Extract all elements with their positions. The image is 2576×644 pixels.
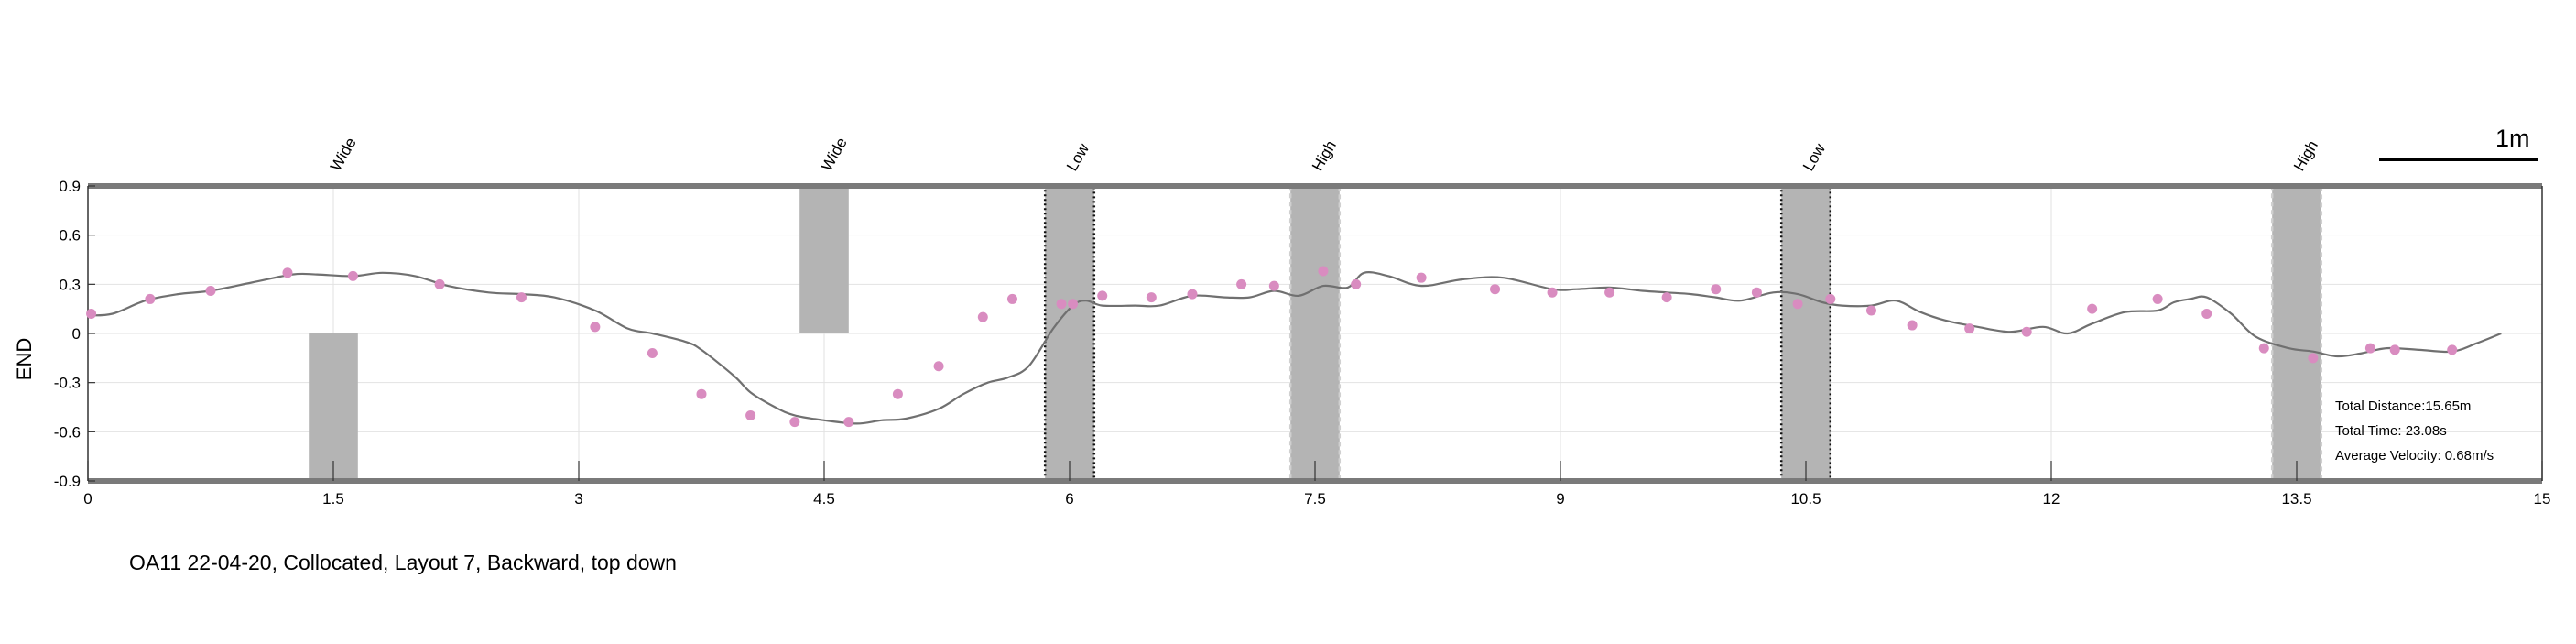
x-tick-label-7: 10.5 <box>1790 490 1821 508</box>
marker-point-25 <box>1351 278 1362 289</box>
marker-point-27 <box>1490 284 1501 295</box>
stat-total-distance: Total Distance:15.65m <box>2335 398 2471 414</box>
marker-point-20 <box>1146 292 1157 303</box>
marker-point-9 <box>696 388 707 399</box>
marker-point-30 <box>1661 292 1672 303</box>
marker-point-28 <box>1547 287 1558 298</box>
marker-point-23 <box>1268 280 1279 291</box>
region-label-3: High <box>1309 137 1340 174</box>
marker-point-38 <box>2021 326 2032 337</box>
x-tick-label-8: 12 <box>2043 490 2060 508</box>
region-2 <box>1043 184 1096 483</box>
stat-total-time: Total Time: 23.08s <box>2335 423 2447 439</box>
y-tick-label-4: 0.3 <box>59 276 81 293</box>
marker-point-0 <box>86 309 97 320</box>
region-label-4: Low <box>1799 140 1829 174</box>
marker-point-2 <box>205 285 216 296</box>
scale-bar: 1m <box>2379 125 2538 161</box>
x-tick-label-4: 6 <box>1065 490 1073 508</box>
x-tick-label-9: 13.5 <box>2281 490 2311 508</box>
region-0 <box>309 333 358 481</box>
y-tick-label-6: 0.9 <box>59 178 81 195</box>
marker-point-11 <box>789 417 800 428</box>
marker-point-35 <box>1865 305 1876 316</box>
marker-point-32 <box>1751 287 1762 298</box>
marker-point-39 <box>2087 303 2098 314</box>
marker-point-34 <box>1825 293 1836 304</box>
region-3 <box>1288 184 1342 483</box>
marker-point-8 <box>647 347 658 358</box>
marker-point-15 <box>977 311 988 322</box>
region-labels: Wide Wide Low High Low High <box>327 135 2321 174</box>
x-tick-label-3: 4.5 <box>813 490 835 508</box>
marker-point-43 <box>2308 353 2319 364</box>
marker-point-13 <box>892 388 903 399</box>
marker-point-26 <box>1416 272 1427 283</box>
marker-point-7 <box>590 322 601 333</box>
stats-box: Total Distance:15.65m Total Time: 23.08s… <box>2335 398 2494 464</box>
region-1 <box>799 186 849 333</box>
marker-point-1 <box>145 293 156 304</box>
marker-point-37 <box>1964 323 1975 334</box>
marker-point-42 <box>2258 343 2269 354</box>
stat-average-velocity: Average Velocity: 0.68m/s <box>2335 448 2494 464</box>
marker-point-10 <box>745 409 756 420</box>
marker-point-19 <box>1097 290 1108 301</box>
marker-point-44 <box>2364 343 2375 354</box>
region-label-0: Wide <box>327 135 360 174</box>
regions <box>309 184 2323 483</box>
x-axis-ticks: 0 1.5 3 4.5 6 7.5 9 10.5 12 13.5 15 <box>83 461 2550 508</box>
region-5 <box>2270 184 2323 483</box>
marker-point-46 <box>2447 344 2458 355</box>
region-label-1: Wide <box>818 135 851 174</box>
marker-point-41 <box>2201 309 2212 320</box>
x-tick-label-10: 15 <box>2534 490 2551 508</box>
marker-point-17 <box>1056 299 1067 310</box>
marker-point-3 <box>282 267 293 278</box>
marker-point-31 <box>1711 284 1722 295</box>
y-tick-label-1: -0.6 <box>54 423 81 441</box>
x-tick-label-1: 1.5 <box>322 490 344 508</box>
y-tick-label-2: -0.3 <box>54 375 81 392</box>
region-label-5: High <box>2290 137 2321 174</box>
y-axis-label: END <box>13 338 36 380</box>
region-label-2: Low <box>1063 140 1092 174</box>
markers <box>86 266 2458 428</box>
scale-bar-label: 1m <box>2495 125 2530 152</box>
y-tick-label-0: -0.9 <box>54 473 81 490</box>
x-tick-label-5: 7.5 <box>1304 490 1326 508</box>
y-tick-label-3: 0 <box>72 325 81 343</box>
marker-point-6 <box>516 292 527 303</box>
marker-point-36 <box>1907 320 1918 331</box>
y-tick-label-5: 0.6 <box>59 227 81 245</box>
marker-point-24 <box>1318 266 1329 277</box>
marker-point-5 <box>434 278 445 289</box>
region-4 <box>1779 184 1832 483</box>
marker-point-40 <box>2152 293 2163 304</box>
marker-point-12 <box>843 417 854 428</box>
marker-point-16 <box>1006 293 1017 304</box>
marker-point-45 <box>2389 344 2400 355</box>
trajectory-line <box>87 271 2502 425</box>
trajectory <box>87 271 2502 425</box>
marker-point-29 <box>1604 287 1615 298</box>
x-tick-label-0: 0 <box>83 490 92 508</box>
x-tick-label-6: 9 <box>1556 490 1564 508</box>
marker-point-21 <box>1187 289 1198 300</box>
marker-point-18 <box>1068 299 1079 310</box>
marker-point-33 <box>1792 299 1803 310</box>
y-axis-ticks: -0.9 -0.6 -0.3 0 0.3 0.6 0.9 <box>54 178 95 490</box>
marker-point-22 <box>1236 278 1247 289</box>
x-tick-label-2: 3 <box>574 490 582 508</box>
marker-point-4 <box>347 270 358 281</box>
marker-point-14 <box>933 361 944 372</box>
chart-caption: OA11 22-04-20, Collocated, Layout 7, Bac… <box>129 551 677 574</box>
